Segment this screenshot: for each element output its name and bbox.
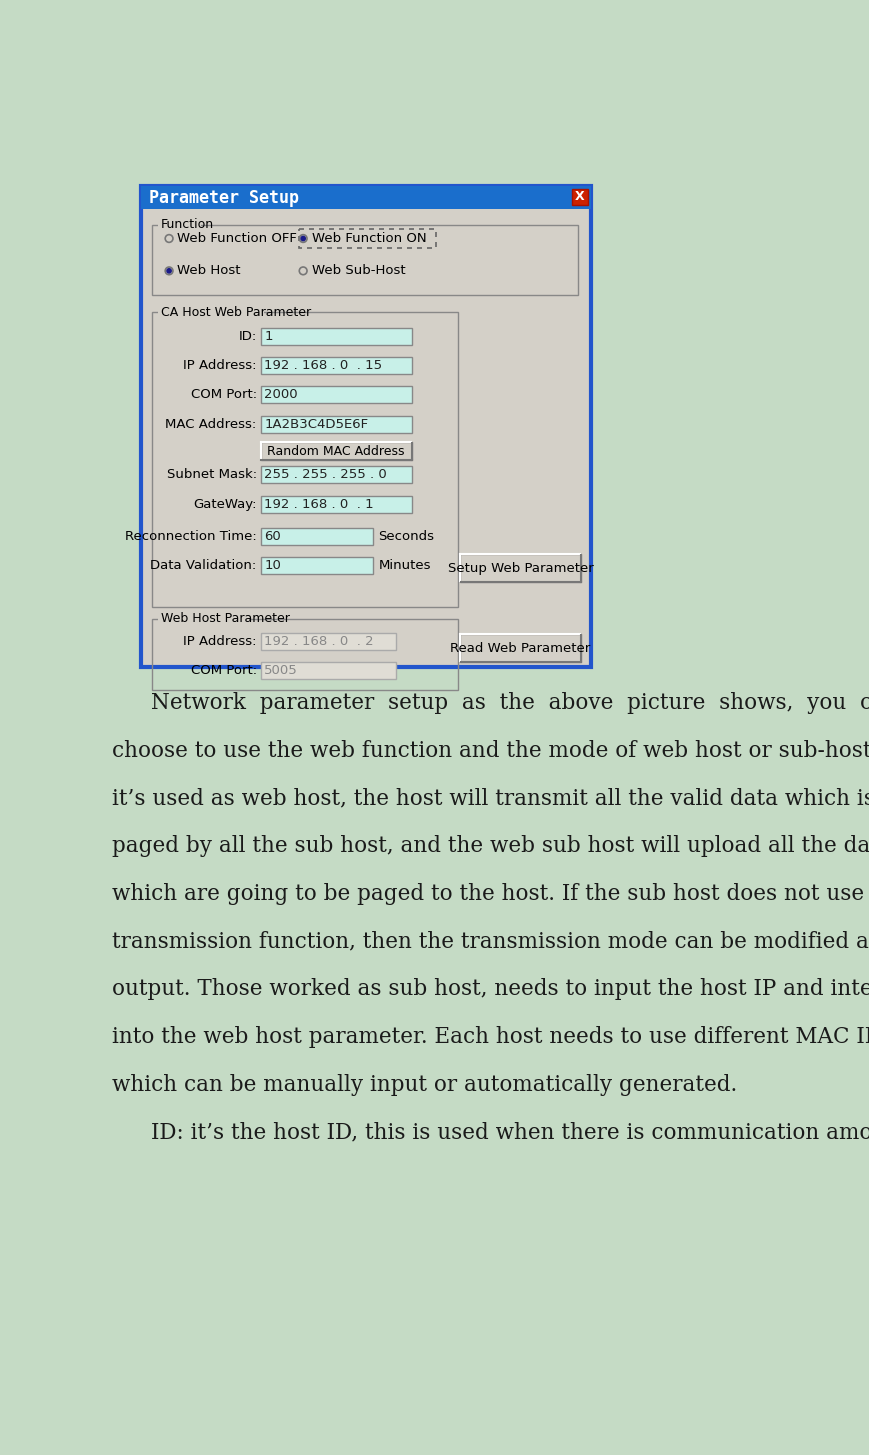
Text: Web Function ON: Web Function ON: [312, 231, 427, 244]
Bar: [158, 613, 249, 626]
Text: COM Port:: COM Port:: [190, 388, 256, 402]
Text: Network  parameter  setup  as  the  above  picture  shows,  you  can: Network parameter setup as the above pic…: [151, 693, 869, 714]
Text: 1A2B3C4D5E6F: 1A2B3C4D5E6F: [264, 418, 368, 431]
Bar: [261, 557, 373, 575]
Text: 192 . 168 . 0  . 1: 192 . 168 . 0 . 1: [264, 498, 374, 511]
Text: Web Host Parameter: Web Host Parameter: [161, 613, 289, 626]
Bar: [261, 633, 396, 650]
Bar: [298, 230, 436, 247]
Text: which can be manually input or automatically generated.: which can be manually input or automatic…: [112, 1074, 738, 1096]
Text: COM Port:: COM Port:: [190, 663, 256, 677]
Bar: [158, 306, 264, 319]
Bar: [152, 224, 578, 295]
Text: Subnet Mask:: Subnet Mask:: [167, 469, 256, 482]
Text: into the web host parameter. Each host needs to use different MAC ID,: into the web host parameter. Each host n…: [112, 1026, 869, 1048]
Text: choose to use the web function and the mode of web host or sub-host. If: choose to use the web function and the m…: [112, 739, 869, 762]
Text: MAC Address:: MAC Address:: [165, 418, 256, 431]
Bar: [261, 442, 412, 460]
Bar: [152, 313, 458, 607]
Text: Read Web Parameter: Read Web Parameter: [450, 642, 591, 655]
Text: 192 . 168 . 0  . 15: 192 . 168 . 0 . 15: [264, 359, 382, 372]
Text: CA Host Web Parameter: CA Host Web Parameter: [161, 306, 311, 319]
Text: Seconds: Seconds: [378, 530, 434, 543]
Bar: [261, 496, 412, 512]
Bar: [261, 467, 412, 483]
Text: Function: Function: [161, 218, 214, 231]
Bar: [461, 634, 580, 662]
Bar: [261, 416, 412, 432]
Text: 5005: 5005: [264, 663, 298, 677]
Text: IP Address:: IP Address:: [183, 634, 256, 647]
Text: transmission function, then the transmission mode can be modified as 485: transmission function, then the transmis…: [112, 931, 869, 953]
Text: Web Sub-Host: Web Sub-Host: [312, 265, 405, 278]
Bar: [261, 356, 412, 374]
Text: 192 . 168 . 0  . 2: 192 . 168 . 0 . 2: [264, 634, 374, 647]
Circle shape: [301, 236, 305, 240]
Bar: [141, 186, 591, 210]
Text: Reconnection Time:: Reconnection Time:: [125, 530, 256, 543]
Text: ID:: ID:: [238, 330, 256, 343]
Bar: [152, 618, 458, 690]
Text: Data Validation:: Data Validation:: [150, 559, 256, 572]
Text: GateWay:: GateWay:: [193, 498, 256, 511]
Text: 60: 60: [264, 530, 282, 543]
Bar: [261, 327, 412, 345]
Bar: [572, 189, 587, 205]
Bar: [141, 186, 591, 668]
Text: IP Address:: IP Address:: [183, 359, 256, 372]
Bar: [261, 387, 412, 403]
Text: Web Function OFF: Web Function OFF: [176, 231, 296, 244]
Text: Random MAC Address: Random MAC Address: [268, 445, 405, 457]
Text: Minutes: Minutes: [378, 559, 431, 572]
Text: ID: it’s the host ID, this is used when there is communication among: ID: it’s the host ID, this is used when …: [151, 1122, 869, 1144]
Bar: [261, 528, 373, 546]
Text: Web Host: Web Host: [176, 265, 241, 278]
Text: it’s used as web host, the host will transmit all the valid data which is: it’s used as web host, the host will tra…: [112, 787, 869, 809]
Text: Setup Web Parameter: Setup Web Parameter: [448, 562, 594, 575]
Text: 255 . 255 . 255 . 0: 255 . 255 . 255 . 0: [264, 469, 388, 482]
Text: which are going to be paged to the host. If the sub host does not use the: which are going to be paged to the host.…: [112, 883, 869, 905]
Text: X: X: [575, 191, 585, 204]
Text: 1: 1: [264, 330, 273, 343]
Bar: [461, 554, 580, 582]
Circle shape: [167, 269, 171, 274]
Text: paged by all the sub host, and the web sub host will upload all the data: paged by all the sub host, and the web s…: [112, 835, 869, 857]
Bar: [158, 218, 202, 231]
Text: Parameter Setup: Parameter Setup: [149, 189, 299, 207]
Text: 10: 10: [264, 559, 282, 572]
Bar: [261, 662, 396, 679]
Text: output. Those worked as sub host, needs to input the host IP and interface: output. Those worked as sub host, needs …: [112, 978, 869, 1001]
Text: 2000: 2000: [264, 388, 298, 402]
